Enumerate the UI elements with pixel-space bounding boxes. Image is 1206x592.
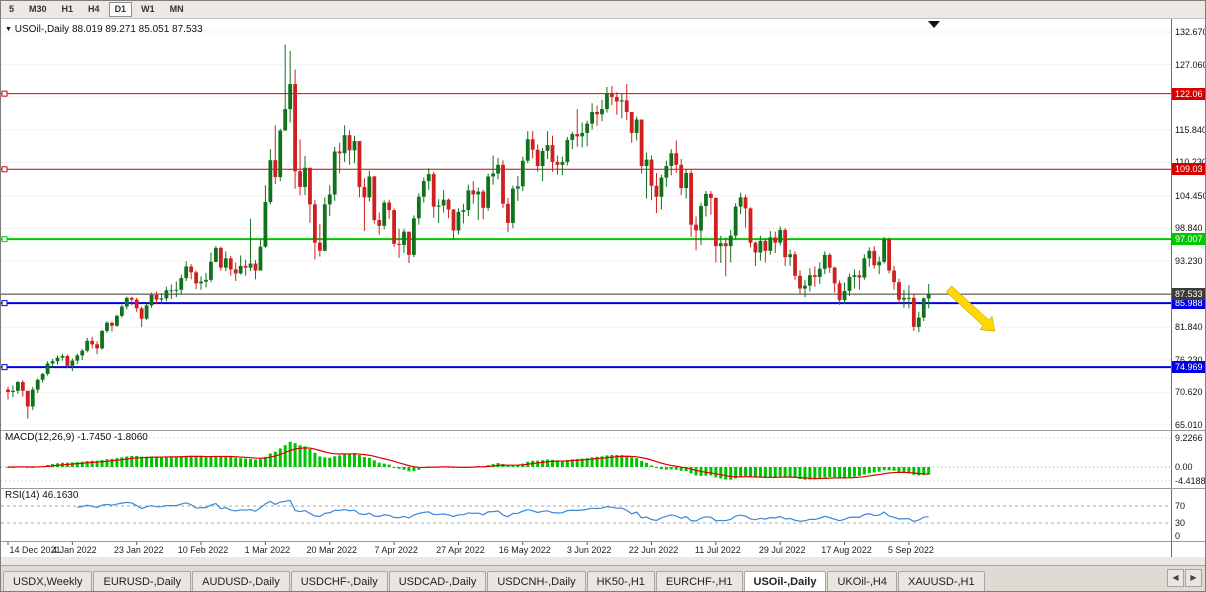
date-axis-label: 16 May 2022 (498, 545, 551, 555)
rsi-indicator-label: RSI(14) 46.1630 (5, 490, 79, 501)
collapse-triangle-icon[interactable]: ▼ (5, 26, 12, 33)
macd-signal-line (7, 447, 929, 480)
macd-indicator-label: MACD(12,26,9) -1.7450 -1.8060 (5, 432, 148, 443)
tab-scroll-left-button[interactable]: ◀ (1167, 569, 1184, 587)
price-scale-label: 132.670 (1175, 27, 1206, 37)
rsi-scale-label: 70 (1175, 501, 1186, 511)
chart-tab-usoil-daily[interactable]: USOil-,Daily (743, 571, 827, 591)
timeframe-button-d1[interactable]: D1 (108, 2, 133, 17)
timeframe-button-mn[interactable]: MN (169, 4, 184, 14)
price-scale-label: 115.840 (1175, 124, 1206, 135)
price-line-badge: 97.007 (1172, 233, 1205, 246)
price-scale-label: 76.230 (1175, 354, 1203, 365)
rsi-scale-label: 30 (1175, 518, 1186, 528)
date-axis-label: 7 Apr 2022 (374, 545, 418, 555)
date-axis-label: 23 Jan 2022 (113, 545, 164, 555)
chart-tab-audusd-daily[interactable]: AUDUSD-,Daily (192, 571, 290, 591)
macd-scale-label: 9.2266 (1175, 433, 1203, 443)
chart-tab-xauusd-h1[interactable]: XAUUSD-,H1 (898, 571, 985, 591)
date-axis-label: 10 Feb 2022 (177, 545, 229, 555)
chart-tab-bar: USDX,Weekly EURUSD-,Daily AUDUSD-,Daily USD… (1, 565, 1205, 591)
macd-histogram (6, 441, 931, 480)
price-scale-label: 127.060 (1175, 59, 1206, 70)
chart-tab-usdcnh-daily[interactable]: USDCNH-,Daily (487, 571, 586, 591)
date-axis-label: 20 Mar 2022 (306, 545, 358, 555)
resistance-line[interactable] (1, 90, 1171, 97)
timeframe-button-w1[interactable]: W1 (141, 4, 155, 14)
price-scale-label: 98.840 (1175, 223, 1203, 234)
symbol-ohlc-values: 88.019 89.271 85.051 87.533 (71, 24, 203, 35)
chart-shift-marker-icon[interactable] (928, 21, 940, 28)
price-line-badge: 122.06 (1172, 87, 1205, 100)
price-line-badge: 74.969 (1172, 361, 1205, 374)
rsi-line (77, 499, 929, 523)
chart-tab-hk50-h1[interactable]: HK50-,H1 (586, 571, 655, 591)
resistance-line[interactable] (1, 236, 1171, 243)
chart-tab-usdx-weekly[interactable]: USDX,Weekly (3, 571, 93, 591)
price-grid (1, 31, 1171, 426)
price-chart (1, 21, 1171, 545)
panel-separator-rsi[interactable] (1, 488, 1205, 489)
rsi-scale-label: 0 (1175, 530, 1181, 541)
support-line[interactable] (1, 364, 1171, 371)
date-axis-label: 11 Jul 2022 (694, 545, 741, 555)
timeframe-toolbar: 5 M30 H1 H4 D1 W1 MN (1, 1, 1205, 19)
resistance-line[interactable] (1, 166, 1171, 173)
timeframe-button-h4[interactable]: H4 (88, 4, 100, 14)
price-scale: 132.670127.060121.450115.840110.230104.4… (1171, 19, 1206, 557)
tab-scroll-right-button[interactable]: ▶ (1185, 569, 1202, 587)
timeframe-button-5[interactable]: 5 (9, 4, 15, 14)
date-axis-label: 1 Mar 2022 (244, 545, 291, 555)
price-scale-label: 81.840 (1175, 322, 1203, 333)
support-line[interactable] (1, 300, 1171, 307)
price-line-badge: 109.03 (1172, 163, 1205, 176)
chart-tab-usdcad-daily[interactable]: USDCAD-,Daily (388, 571, 487, 591)
price-scale-label: 110.230 (1175, 157, 1205, 167)
price-scale-label: 70.620 (1175, 387, 1203, 398)
chart-symbol-label: ▼ USOil-,Daily 88.019 89.271 85.051 87.5… (5, 24, 203, 35)
timeframe-button-h1[interactable]: H1 (61, 4, 74, 14)
trend-arrow-icon[interactable] (945, 285, 996, 332)
price-scale-label: 93.230 (1175, 256, 1203, 267)
date-axis-label: 14 Dec 2021 (9, 545, 61, 555)
candlestick-series (6, 44, 931, 419)
price-scale-label: 104.450 (1175, 190, 1206, 201)
chart-tab-eurchf-h1[interactable]: EURCHF-,H1 (655, 571, 743, 591)
time-axis-line (1, 541, 1205, 542)
date-axis-label: 17 Aug 2022 (821, 545, 872, 555)
chart-tab-eurusd-daily[interactable]: EURUSD-,Daily (93, 571, 192, 591)
price-scale-label: 65.010 (1175, 419, 1203, 430)
panel-separator-macd[interactable] (1, 430, 1205, 431)
chart-tab-usdchf-daily[interactable]: USDCHF-,Daily (290, 571, 388, 591)
date-axis-label: 5 Sep 2022 (887, 545, 934, 555)
date-axis-label: 27 Apr 2022 (436, 545, 485, 555)
date-axis-label: 29 Jul 2022 (758, 545, 806, 555)
macd-scale-label: 0.00 (1175, 462, 1193, 472)
tab-scroll-buttons: ◀ ▶ (1167, 569, 1202, 587)
macd-scale-label: -4.4188 (1175, 475, 1206, 486)
chart-tab-ukoil-h4[interactable]: UKOil-,H4 (827, 571, 897, 591)
date-axis-label: 4 Jan 2022 (52, 545, 97, 555)
current-price-badge: 87.533 (1172, 288, 1205, 301)
timeframe-button-m30[interactable]: M30 (29, 4, 47, 14)
symbol-name: USOil-,Daily (14, 24, 70, 35)
date-axis-label: 3 Jun 2022 (566, 545, 612, 555)
date-axis-label: 22 Jun 2022 (628, 545, 679, 555)
